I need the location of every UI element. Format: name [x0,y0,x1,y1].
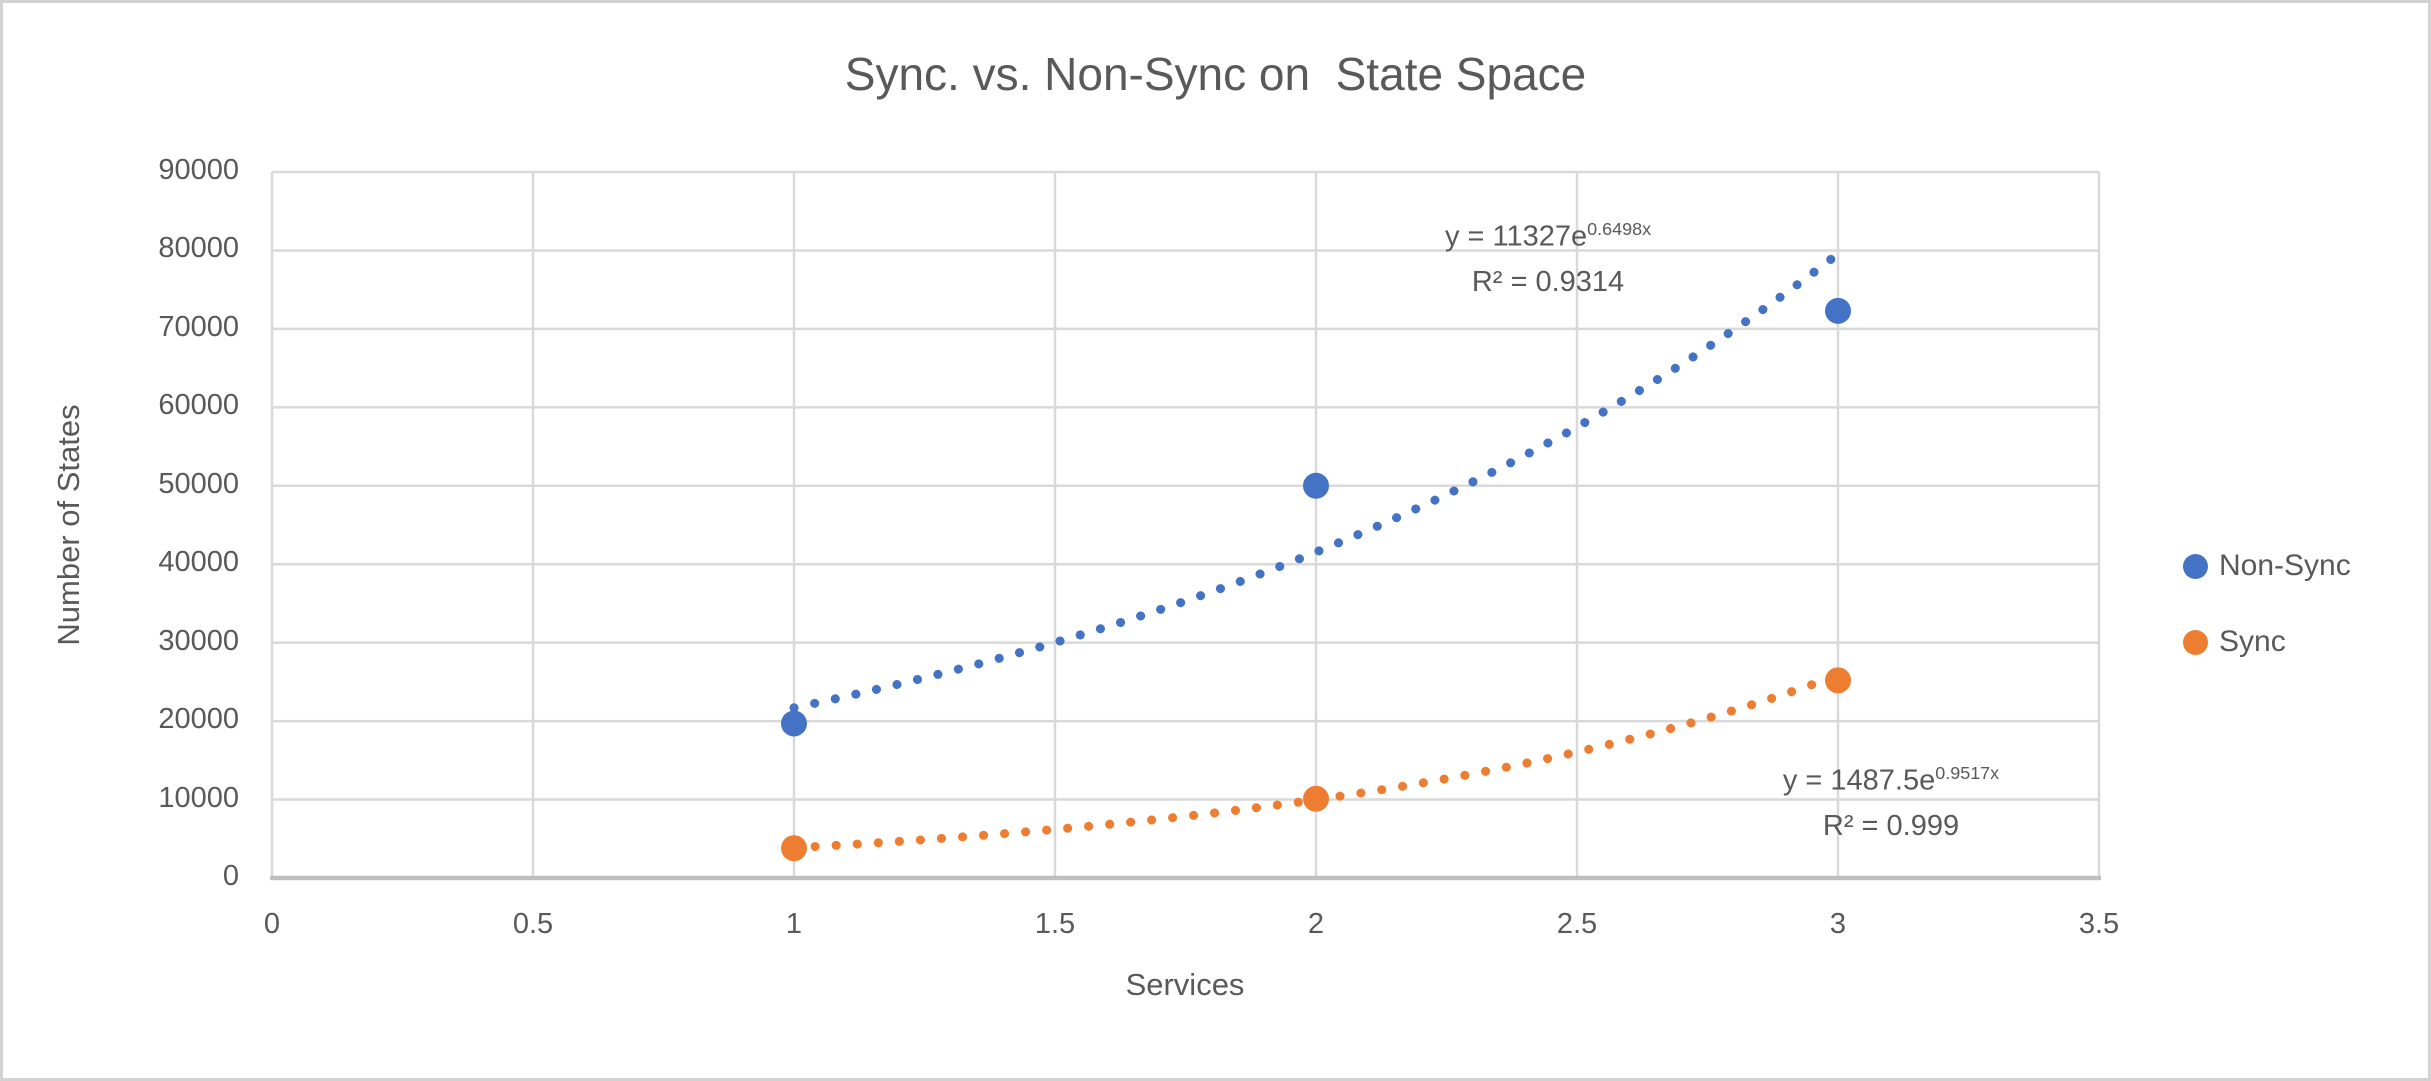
chart-title: Sync. vs. Non-Sync on State Space [844,48,1587,100]
y-tick-label: 30000 [158,624,239,657]
exponent: 0.9517x [1935,763,2000,783]
legend-item-non-sync: Non-Sync [2183,548,2351,584]
y-tick-label: 20000 [158,703,239,736]
y-tick-label: 10000 [158,781,239,814]
data-point-non-sync [1825,297,1851,324]
data-point-non-sync [1303,472,1329,499]
x-tick-label: 2.5 [1556,908,1598,940]
legend-marker-icon [2183,553,2208,579]
y-tick-label: 70000 [158,310,239,343]
y-tick-label: 40000 [158,546,239,579]
exponent: 0.6498x [1587,219,1652,239]
x-tick-label: 1 [785,908,803,940]
trendline-non-sync [789,249,1843,713]
data-point-sync [1825,667,1851,694]
legend-item-sync: Sync [2183,624,2351,660]
x-tick-label: 3 [1829,908,1847,940]
x-tick-label: 1.5 [1034,908,1076,940]
x-tick-label: 2 [1307,908,1325,940]
y-tick-label: 50000 [158,467,239,500]
y-tick-label: 60000 [158,389,239,422]
non-sync-equation: y = 11327e0.6498x [1444,219,1652,253]
legend: Non-Sync Sync [2183,548,2351,660]
x-tick-label: 3.5 [2078,908,2120,940]
sync-equation: y = 1487.5e0.9517x [1782,763,2000,797]
sync-r-squared: R² = 0.999 [1822,809,1960,842]
data-point-non-sync [781,710,807,737]
x-tick-label: 0 [263,908,281,940]
non-sync-r-squared: R² = 0.9314 [1471,265,1625,298]
legend-marker-icon [2183,629,2208,655]
y-tick-label: 80000 [158,232,239,265]
x-tick-label: 0.5 [512,908,554,940]
sync-trendline-label: y = 1487.5e0.9517x R² = 0.999 [1611,751,2171,849]
non-sync-trendline-label: y = 11327e0.6498x R² = 0.9314 [1268,207,1828,305]
x-axis-title: Services [1125,967,1245,1002]
data-point-sync [781,835,807,862]
legend-label: Non-Sync [2219,549,2351,582]
y-tick-label: 90000 [158,154,239,186]
plot-area [270,170,2101,881]
legend-label: Sync [2219,625,2286,658]
data-point-sync [1303,785,1329,812]
y-tick-label: 0 [222,860,239,892]
